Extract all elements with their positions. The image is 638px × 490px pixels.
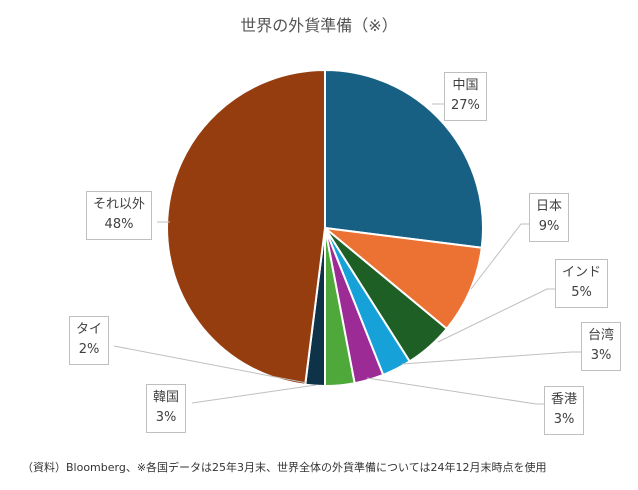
leader-line-3 [437,288,558,343]
label-others-value: 48% [104,217,134,232]
label-india-name: インド [562,265,602,280]
label-china-name: 中国 [452,78,479,93]
label-hongkong-name: 香港 [551,392,578,407]
label-taiwan: 台湾 3% [581,322,622,371]
label-others-name: それ以外 [93,197,146,212]
label-china: 中国 27% [444,72,487,121]
label-thailand-name: タイ [76,322,103,337]
label-thailand-value: 2% [78,342,100,357]
footnote: （資料）Bloomberg、※各国データは25年3月末、世界全体の外貨準備につい… [22,461,547,474]
chart-title: 世界の外貨準備（※） [240,16,398,35]
label-korea: 韓国 3% [146,384,187,433]
label-others: それ以外 48% [86,191,153,240]
leader-line-7 [113,345,308,384]
leader-line-6 [191,384,317,404]
label-hongkong-value: 3% [553,412,575,427]
pie-slice-8 [166,68,326,386]
label-japan-value: 9% [538,219,560,234]
label-japan-name: 日本 [536,199,563,214]
label-thailand: タイ 2% [69,316,110,365]
label-korea-value: 3% [155,410,177,425]
leader-line-4 [401,351,584,365]
pie-slice-2 [321,226,483,331]
label-japan: 日本 9% [529,193,570,242]
label-hongkong: 香港 3% [544,386,585,435]
leader-line-2 [470,223,532,290]
label-india-value: 5% [571,285,592,300]
label-taiwan-value: 3% [590,348,612,363]
pie-slice-1 [324,68,484,249]
label-india: インド 5% [555,259,609,308]
label-taiwan-name: 台湾 [588,328,615,343]
label-china-value: 27% [451,98,480,113]
label-korea-name: 韓国 [153,390,180,405]
leader-line-5 [366,377,547,405]
